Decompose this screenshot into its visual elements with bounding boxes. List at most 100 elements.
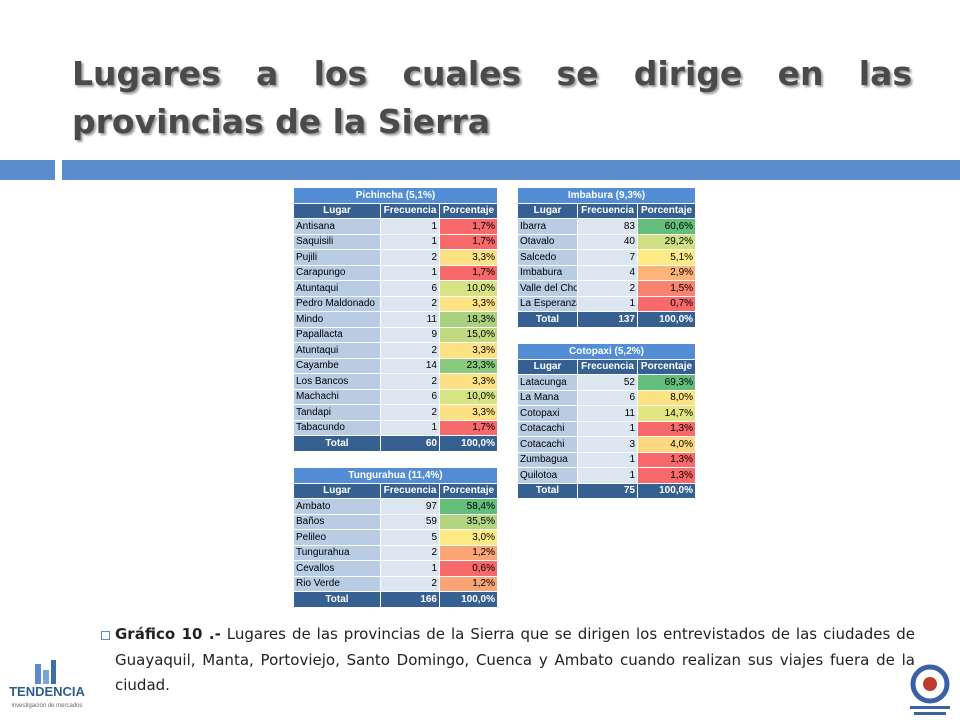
table-cell: Rio Verde (293, 575, 381, 592)
table-cell: Tabacundo (293, 419, 381, 436)
table-cell: 2 (380, 373, 440, 390)
header-cell: Porcentaje (439, 202, 498, 219)
table-cell: Cayambe (293, 357, 381, 374)
table-cell: 1,2% (439, 575, 498, 592)
table-cell: Imbabura (517, 264, 578, 281)
table-cell: 2,9% (636, 264, 697, 281)
table-cell: 23,3% (439, 357, 498, 374)
table-cell: 60,6% (636, 218, 697, 235)
table-cell: 11 (577, 405, 638, 422)
table-row: Imbabura 4 2,9% (517, 264, 697, 281)
table-title-row: Imbabura (9,3%) (516, 187, 697, 204)
table-cell: 1,5% (636, 280, 697, 297)
table-row: Baños 59 35,5% (293, 513, 498, 530)
table-cell: Otavalo (517, 233, 578, 250)
table-row: Pelileo 5 3,0% (293, 529, 498, 546)
table-row: Pujili 2 3,3% (293, 249, 498, 266)
table-cell: 1 (380, 419, 440, 436)
table-row: Papallacta 9 15,0% (293, 326, 498, 343)
table-cell: 0,7% (636, 295, 697, 312)
table-cell: 69,3% (637, 374, 696, 391)
table-cell: 1 (577, 467, 638, 484)
table-cell: 5 (380, 529, 440, 546)
header-row: Lugar Frecuencia Porcentaje (517, 358, 696, 375)
header-cell: Frecuencia (380, 482, 440, 499)
table-row: Cotopaxi 11 14,7% (517, 405, 696, 422)
table-cell: 1 (380, 264, 440, 281)
total-cell: 100,0% (637, 482, 696, 499)
table-cell: 14 (380, 357, 440, 374)
table-cell: 4 (577, 264, 638, 281)
table-cell: 15,0% (439, 326, 498, 343)
total-cell: Total (293, 591, 381, 608)
table-cell: Tungurahua (293, 544, 381, 561)
table-cell: 6 (577, 389, 638, 406)
table-cell: 10,0% (439, 388, 498, 405)
table-row: Los Bancos 2 3,3% (293, 373, 498, 390)
table-cell: Salcedo (517, 249, 578, 266)
table-row: La Esperanza 1 0,7% (517, 295, 697, 312)
header-cell: Frecuencia (380, 202, 440, 219)
table-cell: 4,0% (637, 436, 696, 453)
total-cell: Total (517, 482, 578, 499)
data-table: Pichincha (5,1%) Lugar Frecuencia Porcentaj… (293, 187, 498, 452)
total-row: Total 60 100,0% (293, 435, 498, 452)
table-cell: 3,3% (439, 404, 498, 421)
table-row: La Mana 6 8,0% (517, 389, 696, 406)
table-row: Ibarra 83 60,6% (517, 218, 697, 235)
table-cell: 1 (380, 218, 440, 235)
table-title-row: Pichincha (5,1%) (293, 187, 498, 204)
table-cell: 0,6% (439, 560, 498, 577)
logo-left: TENDENCIA investigación de mercados (9, 660, 86, 709)
table-cell: 83 (577, 218, 638, 235)
table-cell: Pelileo (293, 529, 381, 546)
header-row: Lugar Frecuencia Porcentaje (293, 202, 498, 219)
slide-title: Lugares a los cuales se dirige en las pr… (72, 54, 912, 141)
table-cell: Ibarra (517, 218, 578, 235)
table-row: Ambato 97 58,4% (293, 498, 498, 515)
table-cell: Saquisili (293, 233, 381, 250)
header-cell: Lugar (517, 202, 578, 219)
logo-name: TENDENCIA (9, 684, 85, 699)
table-title-row: Cotopaxi (5,2%) (517, 343, 696, 360)
table-title: Pichincha (5,1%) (293, 187, 498, 204)
data-table: Cotopaxi (5,2%) Lugar Frecuencia Porcentaje… (517, 343, 696, 499)
table-cell: 3,3% (439, 342, 498, 359)
table-cell: 1 (577, 451, 638, 468)
table-cell: 29,2% (636, 233, 697, 250)
header-cell: Porcentaje (636, 202, 697, 219)
table-cell: 2 (380, 295, 440, 312)
table-cell: 1 (577, 420, 638, 437)
table-row: Rio Verde 2 1,2% (293, 575, 498, 592)
table-cell: 2 (380, 342, 440, 359)
accent-square (0, 160, 55, 180)
table-row: Atuntaqui 6 10,0% (293, 280, 498, 297)
table-row: Cevallos 1 0,6% (293, 560, 498, 577)
table-cell: 1,3% (637, 451, 696, 468)
table-cell: Pujili (293, 249, 381, 266)
table-cell: Cotopaxi (517, 405, 578, 422)
table-row: Saquisili 1 1,7% (293, 233, 498, 250)
table-row: Carapungo 1 1,7% (293, 264, 498, 281)
table-cell: 18,3% (439, 311, 498, 328)
logo-tagline: investigación de mercados (11, 703, 82, 709)
table-cell: Antisana (293, 218, 381, 235)
header-cell: Lugar (517, 358, 578, 375)
table-cell: 14,7% (637, 405, 696, 422)
table-row: Valle del Chota21,5% (517, 280, 697, 297)
table-cell: Pedro Maldonado (293, 295, 381, 312)
table-cell: 97 (380, 498, 440, 515)
table-cell: Zumbagua (517, 451, 578, 468)
accent-bar (62, 160, 960, 180)
table-cell: Atuntaqui (293, 342, 381, 359)
table-cell: 52 (577, 374, 638, 391)
table-cell: Ambato (293, 498, 381, 515)
table-cell: 1 (380, 560, 440, 577)
total-row: Total 137 100,0% (517, 311, 697, 328)
total-cell: Total (517, 311, 578, 328)
bullet (101, 631, 110, 640)
total-row: Total 166 100,0% (293, 591, 498, 608)
caption-label: Gráfico 10 .- (115, 625, 221, 643)
total-cell: 100,0% (439, 591, 498, 608)
